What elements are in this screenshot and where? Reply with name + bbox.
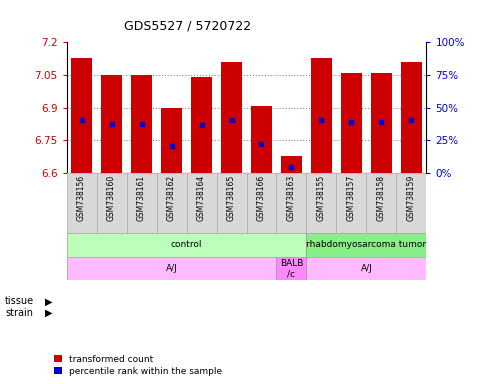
Bar bbox=[101, 75, 122, 173]
Text: BALB
/c: BALB /c bbox=[280, 259, 303, 278]
Bar bbox=[71, 58, 92, 173]
Bar bbox=[307, 173, 336, 233]
Text: GSM738164: GSM738164 bbox=[197, 175, 206, 221]
Bar bbox=[371, 73, 392, 173]
Bar bbox=[246, 173, 277, 233]
Bar bbox=[307, 233, 426, 257]
Bar bbox=[131, 75, 152, 173]
Text: GSM738157: GSM738157 bbox=[347, 175, 356, 221]
Text: A/J: A/J bbox=[166, 264, 177, 273]
Bar bbox=[396, 173, 426, 233]
Bar bbox=[336, 173, 366, 233]
Text: ▶: ▶ bbox=[45, 308, 53, 318]
Bar bbox=[67, 173, 97, 233]
Text: rhabdomyosarcoma tumor: rhabdomyosarcoma tumor bbox=[307, 240, 426, 249]
Bar bbox=[161, 108, 182, 173]
Text: GSM738155: GSM738155 bbox=[317, 175, 326, 221]
Bar bbox=[127, 173, 157, 233]
Bar bbox=[157, 173, 186, 233]
Text: strain: strain bbox=[5, 308, 33, 318]
Bar bbox=[277, 257, 307, 280]
Bar bbox=[186, 173, 216, 233]
Text: A/J: A/J bbox=[360, 264, 372, 273]
Text: GSM738161: GSM738161 bbox=[137, 175, 146, 221]
Bar bbox=[311, 58, 332, 173]
Text: GSM738160: GSM738160 bbox=[107, 175, 116, 221]
Text: GSM738159: GSM738159 bbox=[407, 175, 416, 221]
Text: tissue: tissue bbox=[5, 296, 34, 306]
Legend: transformed count, percentile rank within the sample: transformed count, percentile rank withi… bbox=[54, 355, 222, 376]
Bar bbox=[341, 73, 362, 173]
Text: GDS5527 / 5720722: GDS5527 / 5720722 bbox=[124, 20, 251, 33]
Bar bbox=[251, 106, 272, 173]
Bar bbox=[216, 173, 246, 233]
Bar bbox=[97, 173, 127, 233]
Bar bbox=[281, 156, 302, 173]
Bar bbox=[221, 62, 242, 173]
Text: GSM738156: GSM738156 bbox=[77, 175, 86, 221]
Text: GSM738162: GSM738162 bbox=[167, 175, 176, 221]
Text: ▶: ▶ bbox=[45, 296, 53, 306]
Text: GSM738166: GSM738166 bbox=[257, 175, 266, 221]
Bar bbox=[67, 257, 277, 280]
Text: GSM738163: GSM738163 bbox=[287, 175, 296, 221]
Text: control: control bbox=[171, 240, 202, 249]
Bar bbox=[277, 173, 307, 233]
Bar bbox=[67, 233, 307, 257]
Bar bbox=[307, 257, 426, 280]
Text: GSM738165: GSM738165 bbox=[227, 175, 236, 221]
Bar bbox=[191, 77, 212, 173]
Text: GSM738158: GSM738158 bbox=[377, 175, 386, 221]
Bar bbox=[401, 62, 422, 173]
Bar bbox=[366, 173, 396, 233]
